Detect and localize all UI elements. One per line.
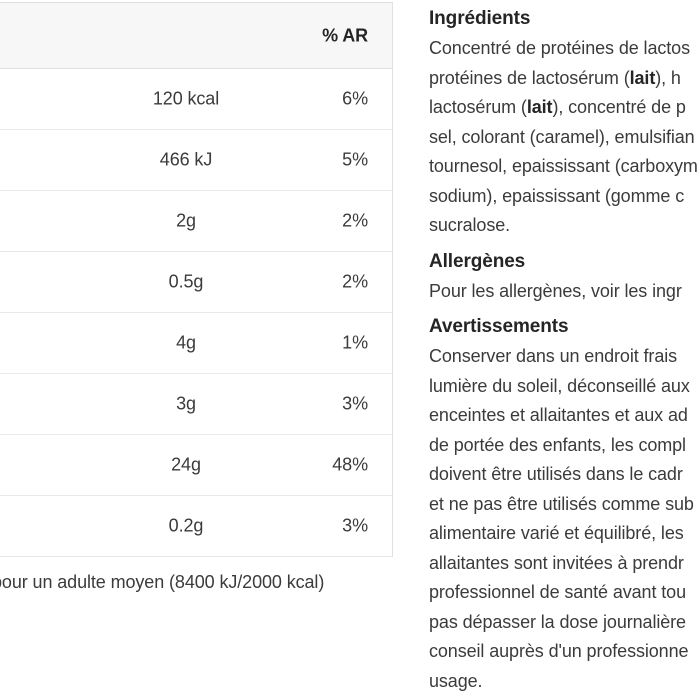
nutrition-table: % AR 120 kcal 6% 466 kJ 5% 2g 2% 0.5g 2% 4g 1% 3g 3…	[0, 2, 393, 557]
text-line: sodium), epaississant (gomme c	[429, 185, 685, 206]
table-row: 24g 48%	[0, 435, 392, 496]
table-row: 0.2g 3%	[0, 496, 392, 557]
text-line: sucralose.	[429, 215, 511, 235]
nutrient-amount: 120 kcal	[152, 88, 220, 109]
text-line: enceintes et allaitantes et aux ad	[429, 405, 688, 425]
nutrient-percent-ar: 1%	[342, 332, 368, 353]
text-line: de portée des enfants, les compl	[429, 434, 686, 455]
table-row: 120 kcal 6%	[0, 69, 392, 130]
nutrient-percent-ar: 5%	[342, 149, 368, 170]
section-heading-ingredients: Ingrédients	[429, 8, 531, 29]
nutrient-percent-ar: 2%	[342, 210, 368, 231]
info-section-avertissements: Avertissements Conserver dans un endroit …	[429, 314, 700, 696]
nutrient-amount: 2g	[176, 210, 196, 231]
percent-ar-column-header: % AR	[322, 25, 368, 45]
text-line: Pour les allergènes, voir les ingr	[429, 280, 682, 301]
table-row: 4g 1%	[0, 313, 392, 374]
info-section-ingredients: Ingrédients Concentré de protéines de lac…	[429, 6, 700, 241]
text-line: lactosérum (lait), concentré de p	[429, 97, 686, 117]
nutrient-amount: 466 kJ	[159, 149, 213, 170]
nutrient-amount: 3g	[176, 393, 196, 414]
nutrient-percent-ar: 2%	[342, 271, 368, 292]
nutrient-percent-ar: 3%	[342, 393, 368, 414]
section-body-avertissements: Conserver dans un endroit frais lumière d…	[429, 342, 700, 696]
table-row: 2g 2%	[0, 191, 392, 252]
nutrition-rows: 120 kcal 6% 466 kJ 5% 2g 2% 0.5g 2% 4g 1% 3g 3% 24g 4…	[0, 69, 392, 557]
text-line: Concentré de protéines de lactos	[429, 38, 690, 58]
table-row: 0.5g 2%	[0, 252, 392, 313]
text-line: protéines de lactosérum (lait), h	[429, 67, 681, 88]
text-line: sel, colorant (caramel), emulsifian	[429, 126, 695, 147]
table-row: 466 kJ 5%	[0, 130, 392, 191]
nutrient-percent-ar: 48%	[332, 454, 368, 475]
text-line: usage.	[429, 670, 483, 691]
text-line: lumière du soleil, déconseillé aux	[429, 375, 690, 396]
text-line: doivent être utilisés dans le cadr	[429, 464, 683, 484]
text-line: conseil auprès d'un professionne	[429, 641, 689, 661]
text-line: alimentaire varié et équilibré, les	[429, 523, 684, 543]
nutrient-amount: 0.2g	[168, 515, 204, 536]
table-row: 3g 3%	[0, 374, 392, 435]
section-body-allergenes: Pour les allergènes, voir les ingr	[429, 277, 700, 307]
nutrient-amount: 0.5g	[168, 271, 204, 292]
info-section-allergenes: Allergènes Pour les allergènes, voir les …	[429, 249, 700, 307]
nutrient-amount: 4g	[176, 332, 196, 353]
section-heading-allergenes: Allergènes	[429, 250, 526, 272]
section-body-ingredients: Concentré de protéines de lactos protéine…	[429, 34, 700, 241]
nutrient-percent-ar: 6%	[342, 88, 368, 109]
text-line: et ne pas être utilisés comme sub	[429, 493, 694, 514]
table-header-row: % AR	[0, 3, 392, 69]
text-line: Conserver dans un endroit frais	[429, 346, 678, 366]
text-line: allaitantes sont invitées à prendr	[429, 552, 684, 573]
text-line: tournesol, epaississant (carboxym	[429, 156, 698, 176]
text-line: professionnel de santé avant tou	[429, 582, 686, 602]
table-footnote: pour un adulte moyen (8400 kJ/2000 kcal)	[0, 572, 325, 592]
nutrient-amount: 24g	[171, 454, 201, 475]
nutrient-percent-ar: 3%	[342, 515, 368, 536]
section-heading-avertissements: Avertissements	[429, 316, 569, 337]
text-line: pas dépasser la dose journalière	[429, 611, 686, 632]
info-column: Ingrédients Concentré de protéines de lac…	[429, 6, 700, 696]
